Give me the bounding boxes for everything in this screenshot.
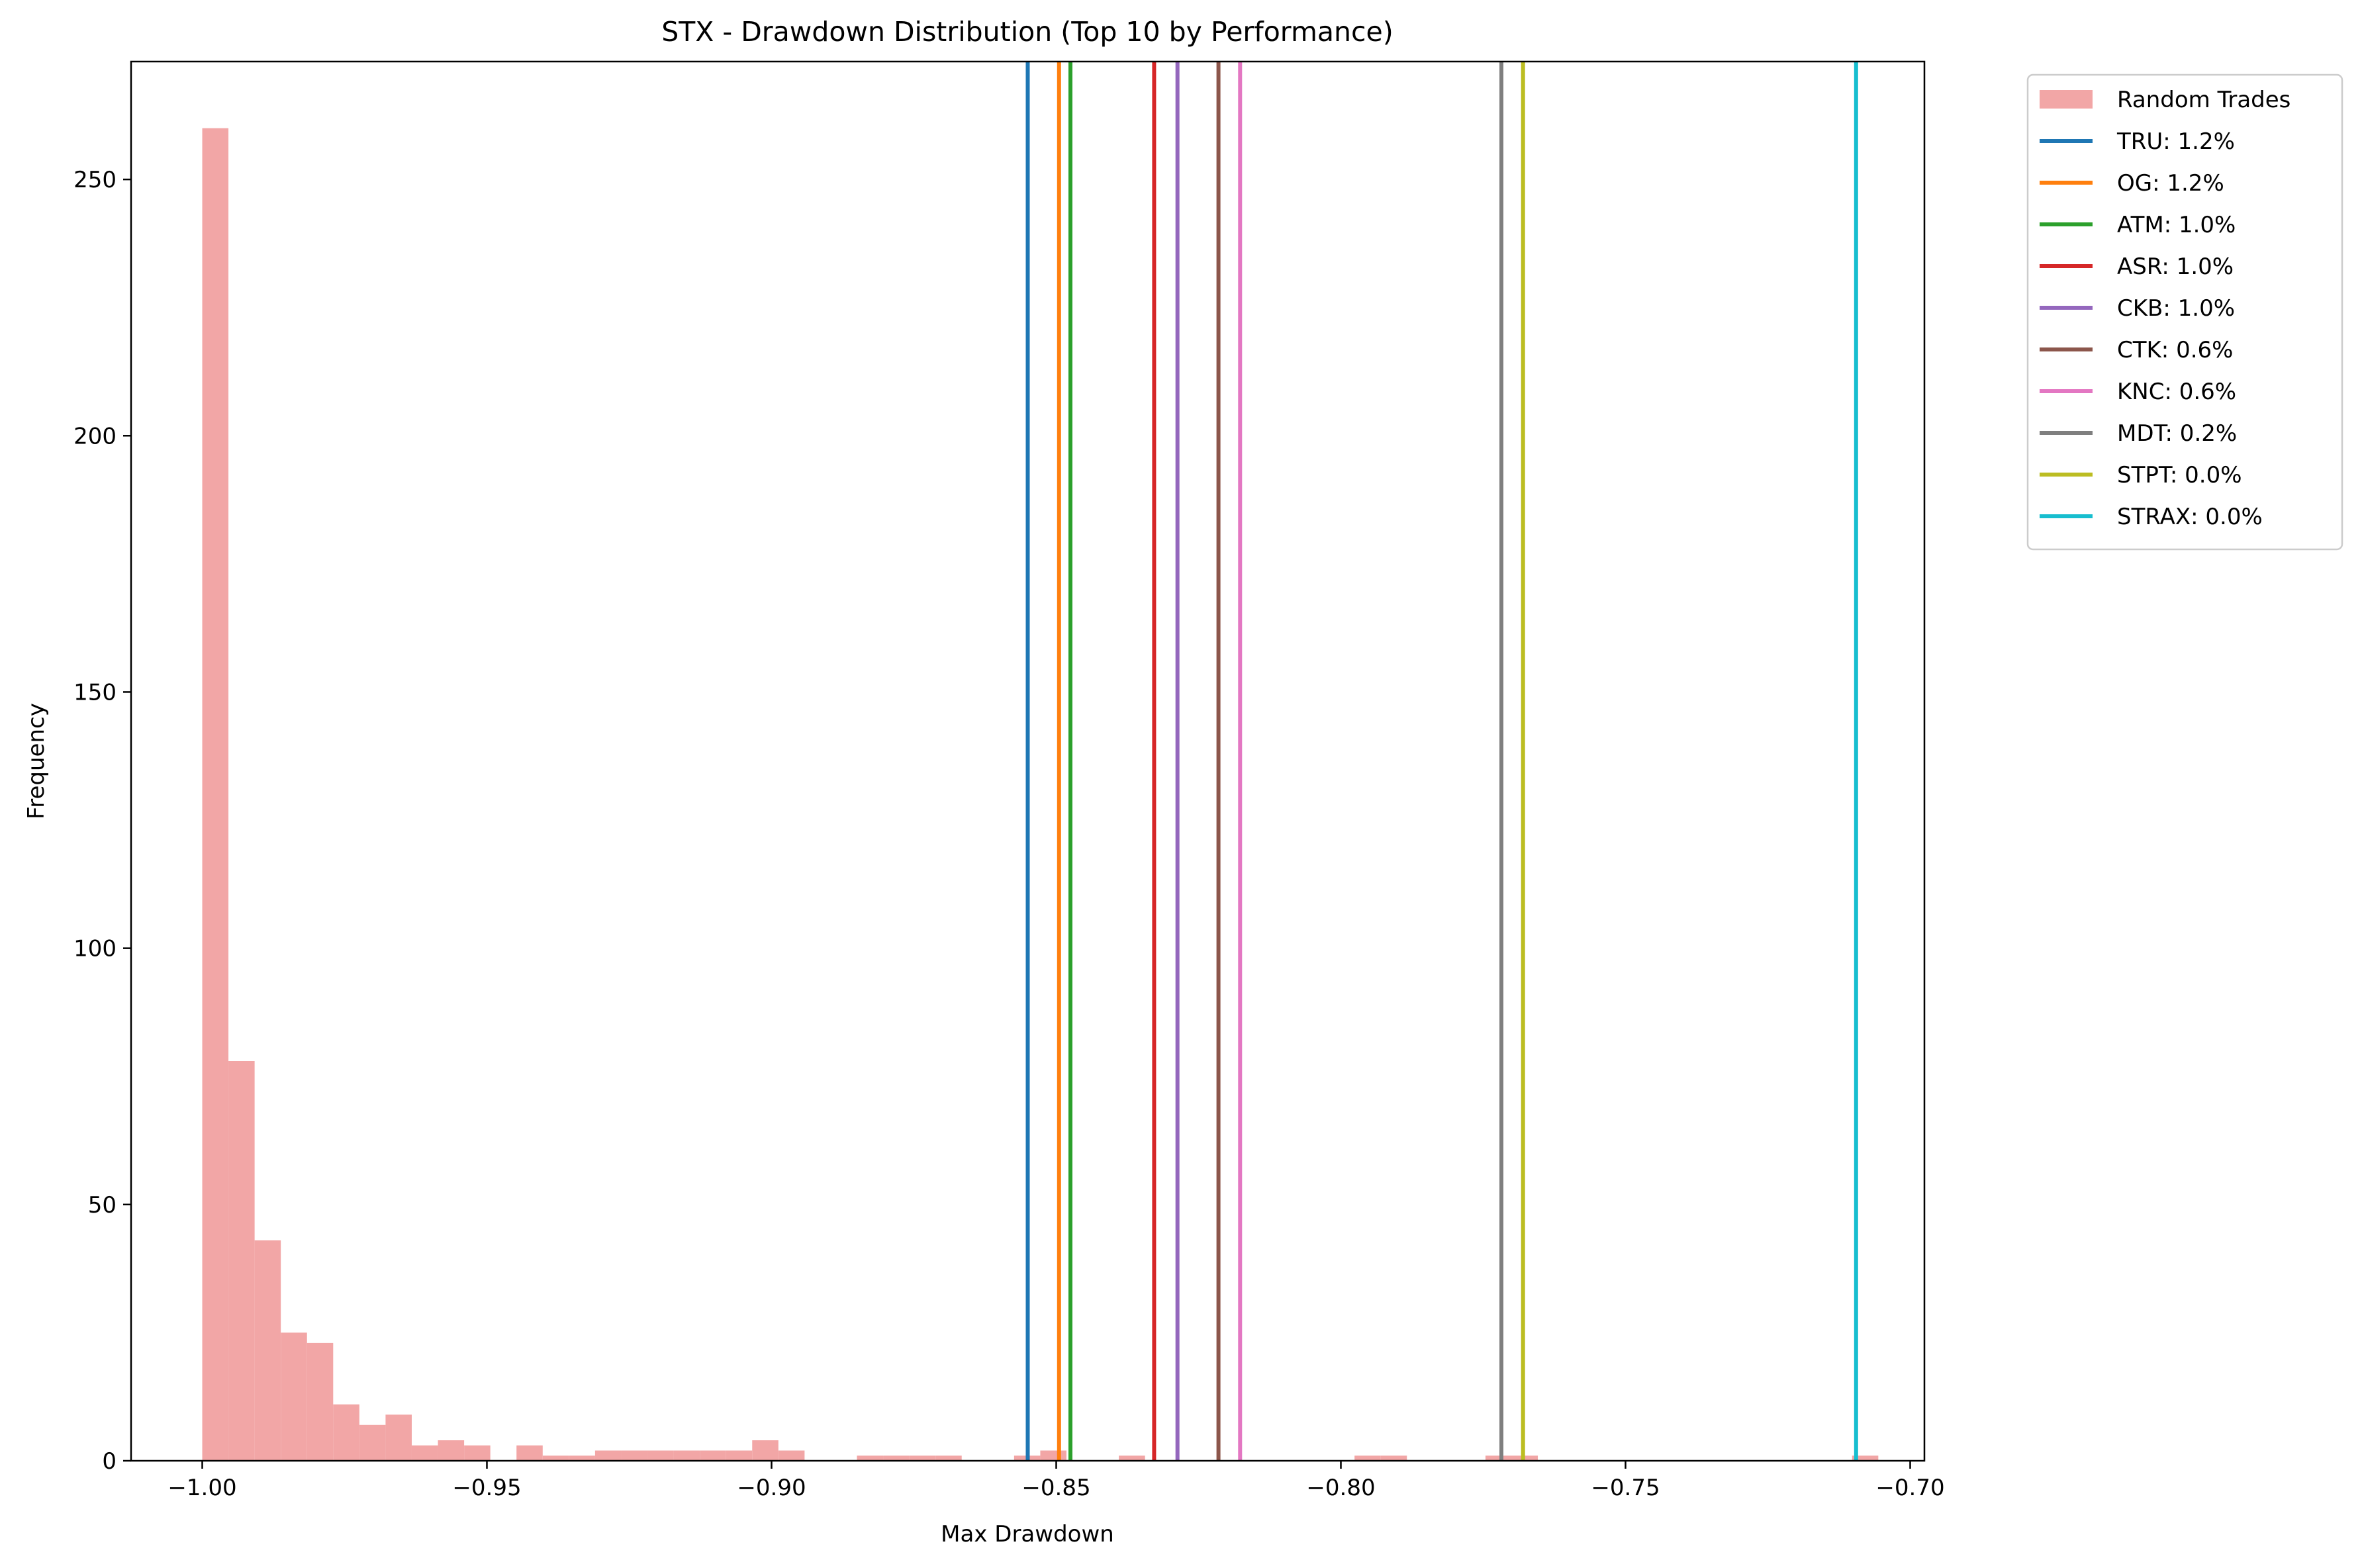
histogram-bar [228,1061,255,1461]
legend-label: TRU: 1.2% [2116,128,2235,155]
histogram-bar [909,1455,936,1461]
plot-frame [130,60,1926,1462]
legend: Random Trades TRU: 1.2% OG: 1.2% ATM: 1.0% A… [2026,73,2343,551]
y-axis-ticks: 0 50 100 150 200 250 [73,167,131,1475]
histogram-bar [621,1450,648,1461]
histogram-bar [307,1342,334,1461]
histogram-bar [202,128,229,1461]
legend-box [2026,73,2343,551]
histogram-bar [673,1450,700,1461]
histogram-bar [700,1450,726,1461]
histogram-bar [385,1414,412,1461]
histogram-bar [1119,1455,1145,1461]
legend-label: CTK: 0.6% [2117,337,2233,363]
x-axis-label: Max Drawdown [941,1521,1114,1547]
legend-label: CKB: 1.0% [2117,295,2235,322]
x-tick-label: −0.95 [452,1475,521,1501]
histogram-bars [202,128,1879,1461]
x-tick-label: −1.00 [167,1475,236,1501]
legend-label: Random Trades [2117,87,2290,113]
histogram-bar [1040,1450,1066,1461]
y-axis-label: Frequency [23,703,50,819]
legend-label: ATM: 1.0% [2117,212,2236,238]
y-tick-label: 250 [73,167,117,193]
y-tick-label: 0 [102,1448,117,1475]
histogram-bar [1354,1455,1381,1461]
legend-swatch [2040,90,2093,109]
x-tick-label: −0.75 [1591,1475,1660,1501]
histogram-bar [569,1455,595,1461]
histogram-bar [778,1450,805,1461]
x-tick-label: −0.90 [737,1475,806,1501]
histogram-bar [1380,1455,1407,1461]
histogram-bar [464,1445,491,1461]
histogram-bar [857,1455,884,1461]
histogram-bar [1852,1455,1879,1461]
y-tick-label: 200 [73,423,117,449]
histogram-bar [935,1455,962,1461]
histogram-bar [411,1445,438,1461]
histogram-bar [438,1440,465,1461]
legend-label: MDT: 0.2% [2117,420,2237,447]
y-tick-label: 150 [73,679,117,706]
histogram-bar [1485,1455,1512,1461]
histogram-bar [254,1240,281,1461]
histogram-bar [542,1455,569,1461]
chart-title: STX - Drawdown Distribution (Top 10 by P… [661,16,1393,48]
legend-label: STRAX: 0.0% [2117,504,2263,530]
x-tick-label: −0.70 [1875,1475,1944,1501]
histogram-bar [281,1332,307,1461]
performance-lines [1025,62,1858,1461]
histogram-bar [726,1450,753,1461]
y-tick-label: 100 [73,936,117,962]
histogram-bar [594,1450,622,1461]
legend-label: ASR: 1.0% [2117,254,2234,280]
legend-label: OG: 1.2% [2117,170,2224,197]
x-axis-ticks: −1.00 −0.95 −0.90 −0.85 −0.80 −0.75 −0.70 [167,1461,1945,1501]
histogram-bar [752,1440,779,1461]
legend-label: KNC: 0.6% [2117,379,2236,405]
histogram-bar [359,1424,386,1461]
legend-label: STPT: 0.0% [2117,462,2242,488]
histogram-bar [647,1450,674,1461]
x-tick-label: −0.80 [1306,1475,1375,1501]
histogram-bar [516,1445,543,1461]
histogram-bar [883,1455,910,1461]
x-tick-label: −0.85 [1021,1475,1090,1501]
histogram-bar [333,1404,359,1461]
y-tick-label: 50 [88,1192,117,1219]
